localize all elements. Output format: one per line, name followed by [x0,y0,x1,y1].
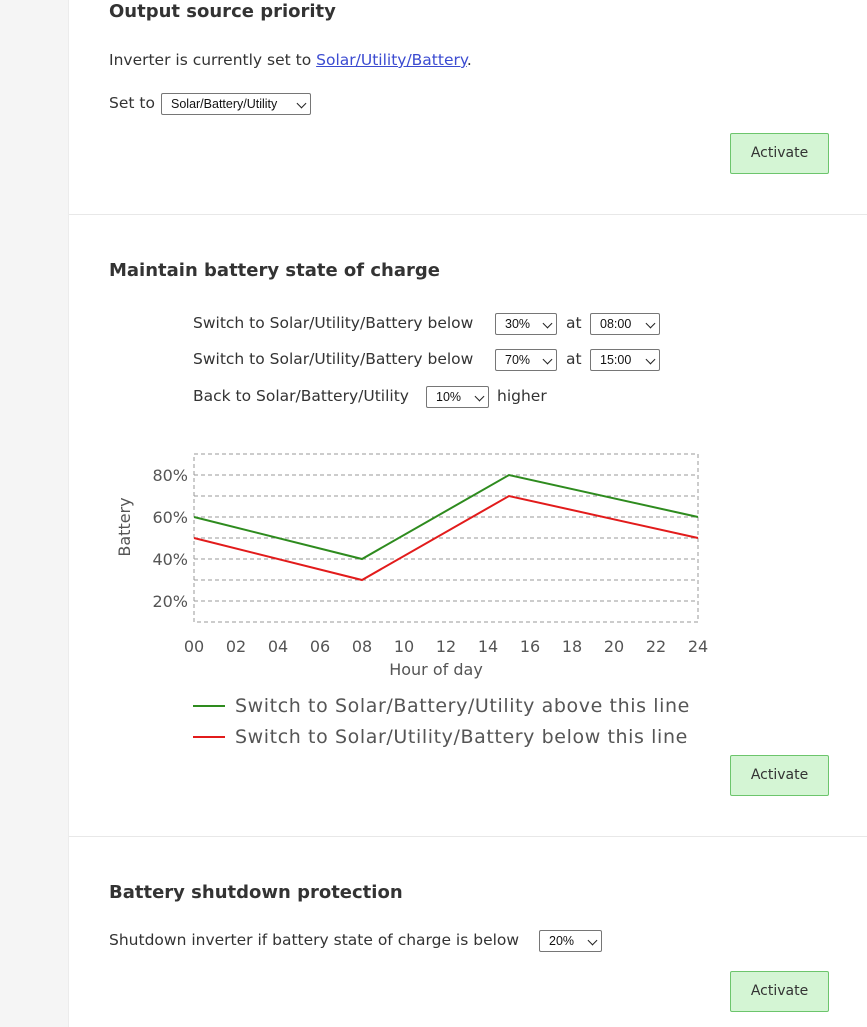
x-tick-label: 16 [520,637,540,656]
current-setting-suffix: . [466,51,472,69]
rule3-label: Back to Solar/Battery/Utility [193,387,409,405]
rule1-time-value: 08:00 [600,317,632,331]
output-priority-value: Solar/Battery/Utility [171,97,278,111]
legend-label-1: Switch to Solar/Battery/Utility above th… [235,695,690,717]
rule3-percent-select[interactable]: 10% [426,386,489,408]
shutdown-title: Battery shutdown protection [109,882,403,903]
x-tick-label: 18 [562,637,582,656]
set-to-label: Set to [109,94,155,112]
series-line-1 [193,473,699,561]
current-setting-link[interactable]: Solar/Utility/Battery [316,51,467,69]
x-axis-label: Hour of day [389,660,483,679]
x-tick-label: 20 [604,637,624,656]
shutdown-label: Shutdown inverter if battery state of ch… [109,931,520,949]
output-priority-select[interactable]: Solar/Battery/Utility [161,93,311,115]
rule1-time-select[interactable]: 08:00 [590,313,660,335]
rule2-time-value: 15:00 [600,353,632,367]
section-divider [69,836,867,837]
y-tick-label: 80% [152,466,188,485]
rule2-time-select[interactable]: 15:00 [590,349,660,371]
x-tick-label: 04 [268,637,288,656]
x-tick-label: 00 [184,637,204,656]
x-tick-label: 14 [478,637,498,656]
chevron-down-icon [587,935,598,946]
rule3-percent-value: 10% [436,390,462,404]
rule1-percent-value: 30% [505,317,531,331]
y-tick-label: 20% [152,592,188,611]
maintain-soc-title: Maintain battery state of charge [109,260,440,281]
activate-output-priority-button[interactable]: Activate [730,133,829,174]
x-tick-label: 02 [226,637,246,656]
x-tick-label: 12 [436,637,456,656]
y-tick-label: 60% [152,508,188,527]
x-tick-label: 06 [310,637,330,656]
section-divider [69,214,867,215]
y-tick-label: 40% [152,550,188,569]
x-tick-label: 10 [394,637,414,656]
x-tick-label: 08 [352,637,372,656]
rule1-label: Switch to Solar/Utility/Battery below [193,314,474,332]
rule2-label: Switch to Solar/Utility/Battery below [193,350,474,368]
output-source-title: Output source priority [109,1,336,22]
shutdown-percent-value: 20% [549,934,575,948]
rule1-percent-select[interactable]: 30% [495,313,557,335]
rule1-at: at [566,314,582,332]
rule3-suffix: higher [497,387,547,405]
x-tick-label: 24 [688,637,708,656]
series-line-2 [193,494,699,582]
rule2-percent-select[interactable]: 70% [495,349,557,371]
activate-shutdown-button[interactable]: Activate [730,971,829,1012]
shutdown-percent-select[interactable]: 20% [539,930,602,952]
rule2-percent-value: 70% [505,353,531,367]
current-setting-text: Inverter is currently set to Solar/Utili… [109,51,472,69]
activate-maintain-soc-button[interactable]: Activate [730,755,829,796]
rule2-at: at [566,350,582,368]
legend-label-2: Switch to Solar/Utility/Battery below th… [235,726,688,748]
sidebar [0,0,69,1027]
y-axis-label: Battery [115,497,134,556]
x-tick-label: 22 [646,637,666,656]
current-setting-prefix: Inverter is currently set to [109,51,317,69]
